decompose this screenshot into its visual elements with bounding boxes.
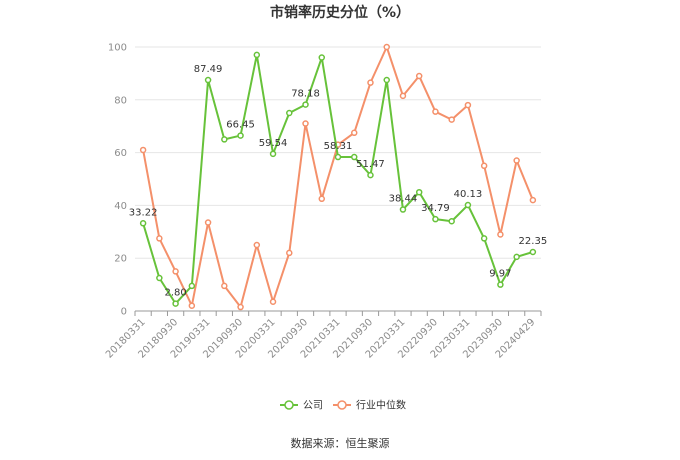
data-point bbox=[367, 79, 374, 86]
data-label: 33.22 bbox=[129, 207, 158, 218]
data-point bbox=[497, 281, 504, 288]
data-point bbox=[415, 72, 423, 80]
data-point bbox=[318, 195, 326, 203]
data-point bbox=[334, 153, 342, 161]
data-point bbox=[188, 282, 196, 290]
data-point bbox=[383, 76, 390, 84]
data-point bbox=[448, 116, 455, 123]
data-point bbox=[286, 249, 293, 257]
data-label: 38.44 bbox=[389, 194, 418, 205]
data-point bbox=[253, 241, 261, 249]
data-point bbox=[221, 136, 228, 143]
data-point bbox=[432, 108, 439, 115]
data-point bbox=[302, 101, 309, 108]
data-point bbox=[172, 268, 179, 275]
data-point bbox=[350, 129, 358, 137]
legend[interactable]: 公司 行业中位数 bbox=[280, 399, 406, 412]
data-point bbox=[529, 196, 537, 204]
data-point bbox=[172, 300, 179, 307]
data-label: 2.80 bbox=[164, 288, 186, 299]
data-point bbox=[156, 235, 163, 242]
data-label: 66.45 bbox=[226, 120, 255, 131]
data-point bbox=[367, 171, 374, 179]
legend-swatch-marker bbox=[284, 400, 294, 410]
data-point bbox=[480, 162, 488, 170]
data-label: 40.13 bbox=[454, 189, 483, 200]
data-point bbox=[497, 231, 504, 238]
legend-item[interactable]: 行业中位数 bbox=[333, 399, 406, 412]
series-line bbox=[142, 46, 534, 309]
legend-swatch-marker bbox=[337, 400, 347, 410]
data-point bbox=[529, 248, 537, 256]
data-point bbox=[464, 201, 472, 209]
data-point bbox=[513, 157, 520, 164]
data-point bbox=[188, 302, 196, 309]
data-label: 59.54 bbox=[259, 138, 288, 149]
data-label: 51.47 bbox=[356, 159, 385, 170]
series-layer bbox=[139, 43, 537, 311]
data-point bbox=[464, 101, 472, 109]
data-point bbox=[156, 274, 163, 282]
data-point bbox=[253, 51, 261, 59]
data-label: 87.49 bbox=[194, 64, 223, 75]
y-tick-label: 0 bbox=[121, 307, 127, 318]
legend-label: 行业中位数 bbox=[356, 399, 406, 412]
y-axis: 0 20 40 60 80 100 bbox=[108, 43, 127, 318]
legend-item[interactable]: 公司 bbox=[280, 400, 323, 412]
data-point bbox=[237, 303, 244, 311]
data-point bbox=[513, 253, 520, 261]
data-point bbox=[139, 146, 147, 154]
data-label: 34.79 bbox=[421, 203, 450, 214]
data-point bbox=[432, 215, 439, 223]
chart-title: 市销率历史分位（%） bbox=[270, 4, 410, 21]
data-source-note: 数据来源：恒生聚源 bbox=[291, 436, 390, 450]
data-point bbox=[415, 188, 423, 196]
data-point bbox=[318, 54, 326, 61]
data-point bbox=[221, 282, 228, 290]
y-tick-label: 100 bbox=[108, 43, 127, 54]
y-tick-label: 80 bbox=[114, 95, 127, 106]
data-point bbox=[204, 219, 212, 226]
data-point bbox=[302, 120, 309, 127]
data-point bbox=[399, 206, 407, 213]
y-tick-label: 40 bbox=[114, 201, 127, 212]
data-point bbox=[399, 92, 407, 100]
legend-label: 公司 bbox=[303, 401, 323, 412]
data-point bbox=[204, 76, 212, 84]
data-label: 9.97 bbox=[489, 269, 511, 280]
y-tick-label: 20 bbox=[114, 254, 127, 265]
data-point bbox=[350, 153, 358, 161]
series-line bbox=[142, 53, 534, 305]
data-point bbox=[269, 298, 277, 306]
data-point bbox=[237, 132, 244, 139]
data-point bbox=[383, 43, 390, 51]
data-point bbox=[269, 150, 277, 158]
y-tick-label: 60 bbox=[114, 148, 127, 159]
data-label: 22.35 bbox=[519, 236, 548, 247]
data-point bbox=[139, 220, 147, 227]
data-point bbox=[448, 217, 455, 225]
data-point bbox=[286, 109, 293, 117]
data-label: 78.18 bbox=[291, 89, 320, 100]
x-axis: 2018033120180930201903312019093020200331… bbox=[104, 310, 542, 361]
data-point bbox=[480, 235, 488, 242]
data-label: 58.31 bbox=[324, 141, 353, 152]
